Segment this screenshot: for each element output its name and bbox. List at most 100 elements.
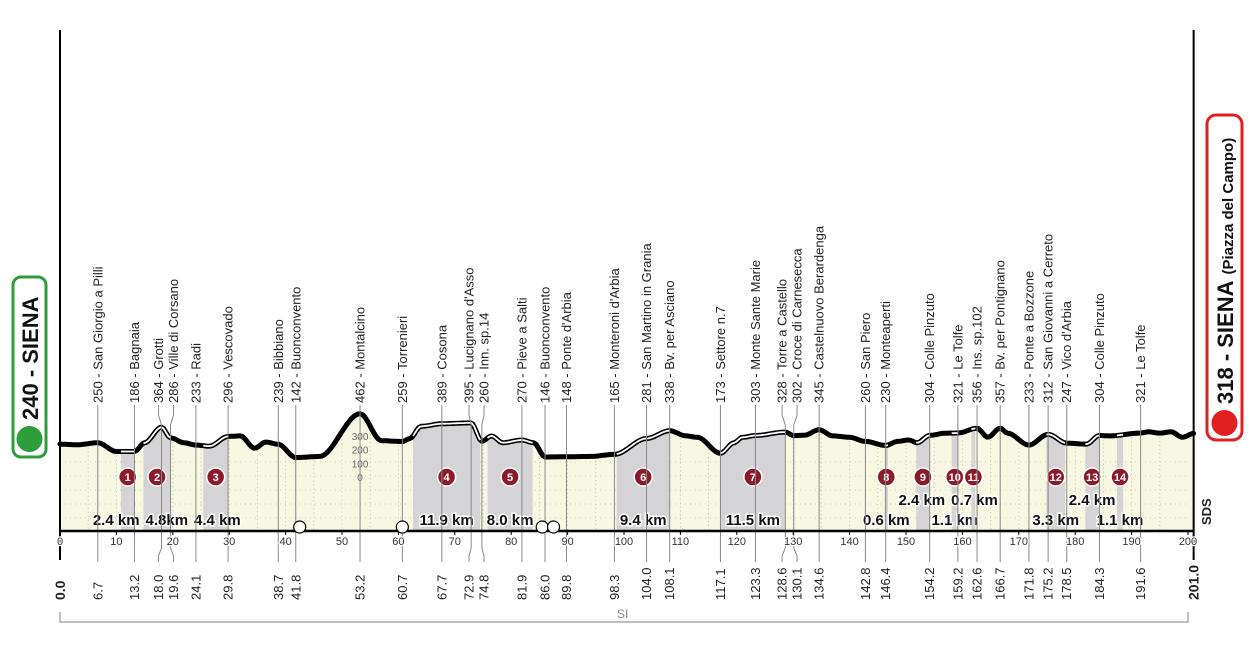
x-tick-label: 40 <box>279 536 291 548</box>
waypoint-line <box>468 531 472 562</box>
sector-number-badge <box>913 467 933 487</box>
sector-length: 4.4 km <box>194 512 241 529</box>
waypoint-line <box>781 405 786 531</box>
waypoint-line <box>158 531 163 562</box>
waypoint-label: 338 - Bv. per Asciano <box>662 280 677 403</box>
sector-number-badge <box>1082 467 1102 487</box>
sector-length: 2.4 km <box>93 512 140 529</box>
sector-number-badge <box>117 467 138 487</box>
waypoint-label: 389 - Cosona <box>434 324 449 403</box>
sector-length: 8.0 km <box>487 512 534 529</box>
finish-km: 201.0 <box>1186 565 1202 600</box>
start-label: 240 - SIENA <box>18 296 43 420</box>
waypoint-km: 142.8 <box>858 567 873 600</box>
x-tick-label: 120 <box>728 536 746 548</box>
waypoint-km: 123.3 <box>748 567 763 600</box>
x-tick-label: 0 <box>57 536 63 548</box>
waypoint-km: 67.7 <box>434 575 449 600</box>
waypoint-label: 395 - Lucignano d'Asso <box>462 268 477 403</box>
sector-number-badge <box>205 467 226 487</box>
sector-length: 1.1 km <box>1097 512 1144 529</box>
waypoint-label: 356 - Ins. sp.102 <box>970 306 985 403</box>
waypoint-label: 321 - Le Tolfe <box>950 324 965 403</box>
waypoint-label: 233 - Ponte a Bozzone <box>1022 271 1037 403</box>
waypoint-label: 233 - Radi <box>188 343 203 403</box>
sector-road-marker <box>916 434 930 444</box>
sector-length: 0.7 km <box>951 492 998 509</box>
sector-number-badge <box>743 467 763 487</box>
waypoint-km: 29.8 <box>221 575 236 600</box>
waypoint-label: 250 - San Giorgio a Pilli <box>90 266 105 403</box>
x-tick-label: 70 <box>449 536 461 548</box>
x-tick-label: 90 <box>561 536 573 548</box>
sector-number-badge <box>876 467 897 487</box>
sector-road-marker <box>720 431 786 455</box>
waypoint-km: 191.6 <box>1133 567 1148 600</box>
waypoint-km: 117.1 <box>713 568 728 600</box>
waypoint-km: 13.2 <box>127 575 142 600</box>
railway-crossing-icon <box>546 520 561 534</box>
x-tick-label: 50 <box>336 536 348 548</box>
railway-crossing-icon <box>395 520 409 534</box>
sector-length: 11.5 km <box>726 512 780 529</box>
waypoint-label: 304 - Colle Pinzuto <box>1092 293 1107 403</box>
waypoint-km: 154.2 <box>922 567 937 600</box>
waypoint-km: 146.4 <box>878 567 893 600</box>
waypoint-label: 270 - Pieve a Salti <box>514 297 529 403</box>
waypoint-label: 239 - Bibbiano <box>271 319 286 403</box>
sector-number: 8 <box>883 472 889 484</box>
waypoint-label: 146 - Buonconvento <box>538 287 553 403</box>
sector-number: 9 <box>920 472 926 484</box>
waypoint-line <box>481 531 485 562</box>
waypoint-label: 345 - Castelnuovo Berardenga <box>812 225 827 403</box>
x-tick-label: 30 <box>223 536 235 548</box>
waypoint-line <box>170 531 175 562</box>
waypoint-label: 312 - San Giovanni a Cerreto <box>1041 234 1056 403</box>
sector-number-badge <box>500 467 520 487</box>
sector-road-marker <box>143 426 172 444</box>
waypoint-line <box>781 531 786 562</box>
x-tick-label: 10 <box>110 536 122 548</box>
sector-length: 2.4 km <box>1069 492 1116 509</box>
sector-length: 3.3 km <box>1032 512 1079 529</box>
waypoint-km: 19.6 <box>166 575 181 600</box>
sector-road-marker <box>1085 434 1100 445</box>
waypoint-label: 260 - Inn. sp.14 <box>477 313 492 403</box>
sector-number: 5 <box>507 472 513 484</box>
waypoint-km: 24.1 <box>188 575 203 600</box>
waypoint-line <box>158 405 163 531</box>
sector-number-badge <box>633 467 653 487</box>
sector-length: 1.1 km <box>931 512 978 529</box>
waypoint-km: 128.6 <box>775 567 790 600</box>
waypoint-label: 142 - Buonconvento <box>288 287 303 403</box>
sector-road-marker <box>203 435 229 448</box>
waypoint-km: 72.9 <box>462 575 477 600</box>
waypoint-label: 302 - Croce di Carnesecca <box>790 248 805 403</box>
x-tick-label: 160 <box>953 536 971 548</box>
x-tick-label: 180 <box>1066 536 1084 548</box>
sector-number: 4 <box>444 472 451 484</box>
waypoint-km: 104.0 <box>639 567 654 600</box>
waypoint-label: 230 - Monteaperti <box>878 301 893 403</box>
sds-logo: SDS <box>1199 498 1214 525</box>
waypoint-km: 81.9 <box>514 575 529 600</box>
sector-number-badge <box>1110 467 1130 487</box>
sector-number-badge <box>963 467 984 487</box>
sector-number: 6 <box>640 472 646 484</box>
sector-length: 2.4 km <box>898 492 945 509</box>
sector-length: 4.8km <box>146 512 189 529</box>
x-tick-label: 60 <box>392 536 404 548</box>
waypoint-km: 18.0 <box>151 575 166 600</box>
waypoint-km: 166.7 <box>993 567 1008 600</box>
waypoint-label: 186 - Bagnaia <box>127 321 142 403</box>
waypoint-km: 134.6 <box>812 567 827 600</box>
sector-number: 13 <box>1086 472 1098 484</box>
sector-number: 3 <box>213 472 219 484</box>
sector-number: 2 <box>154 472 160 484</box>
x-tick-label: 140 <box>840 536 858 548</box>
waypoint-line <box>170 405 175 531</box>
waypoint-label: 328 - Torre a Castello <box>775 279 790 403</box>
start-km: 0.0 <box>52 580 68 600</box>
waypoint-km: 60.7 <box>395 575 410 600</box>
waypoint-km: 41.8 <box>288 575 303 600</box>
